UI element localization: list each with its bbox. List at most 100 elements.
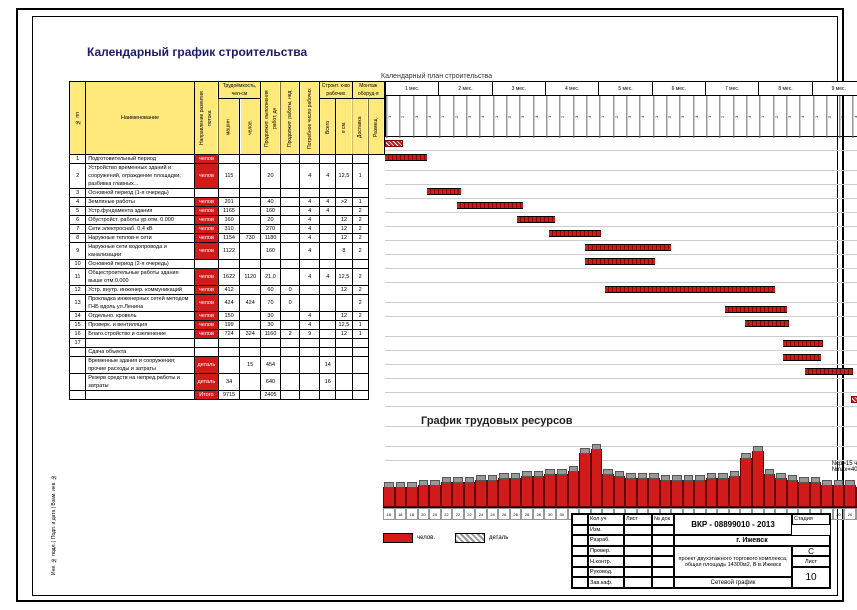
- timeline-week: 3: [466, 96, 479, 138]
- cell: [280, 374, 300, 391]
- col-name: Наименование: [86, 82, 195, 155]
- gantt-row: [385, 171, 857, 185]
- cell: челов: [194, 216, 218, 225]
- cell: 12,5: [336, 269, 352, 286]
- cell: 199: [218, 321, 239, 330]
- resource-bar: [660, 480, 672, 507]
- timeline-week: 1: [813, 96, 826, 138]
- col-workers: Потребное число рабочих: [300, 82, 320, 155]
- cell: [194, 189, 218, 198]
- cell-name: [86, 391, 195, 400]
- cell: 160: [261, 207, 281, 216]
- cell: [352, 374, 368, 391]
- cell: челов: [194, 155, 218, 164]
- cell: [300, 339, 320, 348]
- timeline-caption: Календарный план строительства: [381, 73, 492, 80]
- cell: 15: [70, 321, 86, 330]
- gantt-bar: [427, 188, 461, 195]
- cell: 16: [320, 374, 336, 391]
- cell: 12: [336, 225, 352, 234]
- resource-bar: [418, 485, 430, 507]
- cell-name: Устр.фундамента здания: [86, 207, 195, 216]
- cell: [218, 339, 239, 348]
- cell: [336, 155, 352, 164]
- gantt-bar: [605, 286, 775, 293]
- cell: [320, 321, 336, 330]
- resource-label: 22: [441, 508, 453, 520]
- resource-bar: [395, 487, 407, 507]
- cell: [240, 189, 261, 198]
- resource-bar: [648, 478, 660, 507]
- timeline-month: 9 мес.: [813, 82, 857, 95]
- resource-label: 20: [429, 508, 441, 520]
- timeline-week: 1: [653, 96, 666, 138]
- cell: [70, 374, 86, 391]
- sub-place: Размещ.: [368, 99, 384, 155]
- resource-label: 24: [475, 508, 487, 520]
- cell: [70, 357, 86, 374]
- resource-label: 30: [544, 508, 556, 520]
- cell: [336, 339, 352, 348]
- cell: 40: [261, 198, 281, 207]
- cell: 424: [218, 295, 239, 312]
- cell-name: Наружные теплов-е сети: [86, 234, 195, 243]
- cell-name: [86, 339, 195, 348]
- cell: [261, 348, 281, 357]
- legend-item-detail: деталь: [455, 533, 508, 543]
- tb-cell: [624, 546, 652, 557]
- cell: [300, 189, 320, 198]
- cell: [240, 198, 261, 207]
- cell: [336, 374, 352, 391]
- timeline-week: 4: [586, 96, 599, 138]
- tb-cell: [572, 556, 588, 567]
- resource-bar: [475, 480, 487, 507]
- cell: 454: [261, 357, 281, 374]
- table-row: 14Отдельно. кровельчелов150304122: [70, 312, 385, 321]
- cell: 412: [218, 286, 239, 295]
- cell: [320, 312, 336, 321]
- timeline-week: 2: [399, 96, 412, 138]
- cell: 2405: [261, 391, 281, 400]
- cell: [280, 198, 300, 207]
- gantt-row: [385, 365, 857, 379]
- cell: [280, 225, 300, 234]
- cell: [261, 339, 281, 348]
- timeline-week: 4: [479, 96, 492, 138]
- table-row: Сдача объекта: [70, 348, 385, 357]
- col-mount: Монтаж оборуд-я: [352, 82, 385, 99]
- cell: 12: [70, 286, 86, 295]
- cell: [320, 225, 336, 234]
- cell: [261, 155, 281, 164]
- cell: 8: [70, 234, 86, 243]
- timeline-week: 2: [559, 96, 572, 138]
- timeline-week: 4: [426, 96, 439, 138]
- cell: 14: [70, 312, 86, 321]
- cell: [300, 286, 320, 295]
- resource-label: 26: [510, 508, 522, 520]
- cell-name: Сети электроснаб. 0,4 кВ: [86, 225, 195, 234]
- cell: 1160: [261, 330, 281, 339]
- cell: 30: [261, 321, 281, 330]
- cell-name: Временные здания и сооружения; прочие ра…: [86, 357, 195, 374]
- cell: [280, 164, 300, 189]
- timeline-week: 4: [799, 96, 812, 138]
- resource-label: 18: [395, 508, 407, 520]
- timeline-week: 3: [733, 96, 746, 138]
- cell: челов: [194, 312, 218, 321]
- cell: [320, 330, 336, 339]
- cell: челов: [194, 295, 218, 312]
- tb-cell: г. Ижевск: [674, 535, 830, 546]
- table-row: 8Наружные теплов-е сетичелов115473011804…: [70, 234, 385, 243]
- timeline-month: 1 мес.: [386, 82, 439, 95]
- cell: 4: [70, 198, 86, 207]
- timeline-week: 4: [746, 96, 759, 138]
- cell: 3: [70, 189, 86, 198]
- tb-cell: [572, 546, 588, 557]
- tb-cell: [652, 567, 674, 578]
- resource-bar: [694, 480, 706, 507]
- cell: [336, 348, 352, 357]
- timeline-week: 1: [759, 96, 772, 138]
- gantt-row: [385, 337, 857, 351]
- cell: 20: [261, 164, 281, 189]
- tb-cell: Кол.уч: [588, 514, 624, 525]
